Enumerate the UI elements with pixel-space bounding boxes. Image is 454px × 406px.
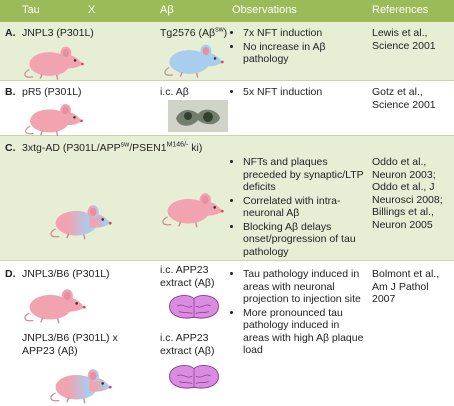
text-part: i.c. Aβ [160,86,189,98]
reference: Lewis et al., Science 2001 [372,27,436,52]
text-part: Tg2576 (Aβ [160,27,216,39]
brain-icon [169,364,219,389]
column-header: Observations [232,4,297,16]
mouse-icon [24,103,84,136]
observation-item: Correlated with intra-neuronal Aβ [243,195,367,220]
column-header: Aβ [160,4,174,16]
bullet-list: 5x NFT induction [232,86,367,99]
bullet-list: Tau pathology induced in areas with neur… [232,268,367,357]
bullet-list: 7x NFT inductionNo increase in Aβ pathol… [232,27,367,66]
text-part: 3xtg-AD (P301L/APP [22,142,121,154]
column-header: Tau [22,4,40,16]
observation-item: Tau pathology induced in areas with neur… [243,268,367,306]
column-header: References [372,4,429,16]
observations: 5x NFT induction [232,86,367,100]
observations: NFTs and plaques preceded by synaptic/LT… [232,156,367,259]
observation-item: 5x NFT induction [243,86,367,99]
row-label: B. [5,86,16,98]
mouse-icon [164,43,225,78]
abeta-injection: i.c. APP23 extract (Aβ) [160,332,230,357]
reference: Oddo et al., Neuron 2003; Oddo et al., J… [372,156,443,231]
reference: Bolmont et al., Am J Pathol 2007 [372,268,440,305]
superscript: M146/- [166,141,189,149]
observation-item: No increase in Aβ pathology [243,41,367,66]
text-part: ki) [188,142,203,154]
reference: Gotz et al., Science 2001 [372,86,436,111]
superscript: sw [120,141,130,149]
observations: Tau pathology induced in areas with neur… [232,268,367,358]
row-separator [0,80,454,81]
row-label: C. [5,142,16,154]
text-part: JNPL3/B6 (P301L) [22,268,110,280]
row-separator [0,135,454,136]
mouse-icon [162,192,225,228]
row-band [0,135,454,260]
superscript: sw [215,26,224,34]
text-part: /PSEN1 [129,142,167,154]
text-part: ) [223,27,228,39]
bullet-list: NFTs and plaques preceded by synaptic/LT… [232,156,367,258]
mouse-icon [24,288,87,324]
observation-item: NFTs and plaques preceded by synaptic/LT… [243,156,367,194]
tau-model: JNPL3/B6 (P301L) x APP23 (Aβ) [22,332,147,357]
mouse-icon [24,45,85,80]
text-part: pR5 (P301L) [22,86,82,98]
row-label: D. [5,268,16,280]
mouse-icon [50,368,113,404]
header-band [0,0,454,22]
tau-model: JNPL3/B6 (P301L) [22,268,110,281]
text-part: i.c. APP23 extract (Aβ) [160,332,215,357]
histology-image [168,100,228,132]
observation-item: More pronounced tau pathology induced in… [243,307,367,357]
text-part: JNPL3/B6 (P301L) x APP23 (Aβ) [22,332,118,357]
brain-icon [169,294,219,319]
text-part: i.c. APP23 extract (Aβ) [160,264,215,289]
observation-item: Blocking Aβ delays onset/progression of … [243,221,367,259]
mouse-icon [50,204,113,240]
row-band [0,22,454,80]
observations: 7x NFT inductionNo increase in Aβ pathol… [232,27,367,67]
row-label: A. [5,27,16,39]
abeta-injection: i.c. APP23 extract (Aβ) [160,264,230,289]
row-separator [0,260,454,261]
tau-model: 3xtg-AD (P301L/APPsw/PSEN1M146/- ki) [22,142,237,155]
abeta-model: Tg2576 (Aβsw) [160,27,227,40]
column-header: X [88,4,96,16]
abeta-model: i.c. Aβ [160,86,189,99]
tau-model: pR5 (P301L) [22,86,82,99]
text-part: JNPL3 (P301L) [22,27,94,39]
tau-model: JNPL3 (P301L) [22,27,94,40]
observation-item: 7x NFT induction [243,27,367,40]
